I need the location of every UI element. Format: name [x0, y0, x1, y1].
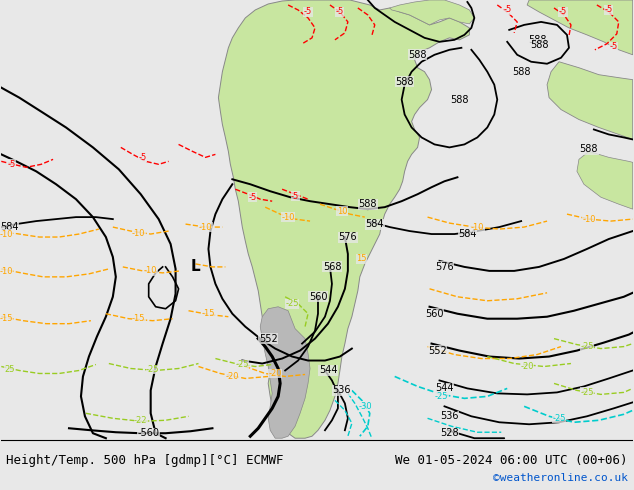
Text: -20: -20 — [268, 369, 282, 378]
Polygon shape — [577, 151, 633, 209]
Text: 584: 584 — [366, 219, 384, 229]
Text: -10: -10 — [281, 213, 295, 221]
Text: 588: 588 — [528, 35, 547, 45]
Text: -10: -10 — [198, 222, 212, 232]
Text: -5: -5 — [605, 5, 613, 15]
Text: -22: -22 — [134, 416, 148, 425]
Text: 568: 568 — [323, 262, 341, 272]
Text: 552: 552 — [259, 334, 278, 343]
Text: 588: 588 — [408, 50, 427, 60]
Text: -20: -20 — [521, 362, 534, 371]
Text: -25: -25 — [552, 414, 566, 423]
Text: -10: -10 — [470, 222, 484, 232]
Text: 544: 544 — [319, 366, 337, 375]
Text: 588: 588 — [530, 40, 548, 50]
Text: 15: 15 — [356, 254, 367, 264]
Text: We 01-05-2024 06:00 UTC (00+06): We 01-05-2024 06:00 UTC (00+06) — [395, 454, 628, 466]
Polygon shape — [547, 62, 633, 140]
Text: -560: -560 — [138, 428, 160, 438]
Text: 10: 10 — [337, 207, 347, 216]
Text: -5: -5 — [503, 5, 512, 15]
Text: -10: -10 — [582, 215, 595, 223]
Text: 588: 588 — [450, 95, 469, 104]
Text: -15: -15 — [0, 314, 13, 323]
Text: 552: 552 — [428, 345, 447, 356]
Text: -5: -5 — [248, 193, 256, 202]
Text: 560: 560 — [309, 292, 327, 302]
Text: -30: -30 — [359, 402, 373, 411]
Text: -5: -5 — [336, 7, 344, 17]
Text: 588: 588 — [579, 145, 598, 154]
Text: -5: -5 — [559, 7, 567, 17]
Text: 584: 584 — [458, 229, 477, 239]
Text: 560: 560 — [425, 309, 444, 318]
Text: -5: -5 — [304, 7, 312, 17]
Text: 576: 576 — [339, 232, 357, 242]
Text: 576: 576 — [435, 262, 454, 272]
Text: -5: -5 — [7, 160, 15, 169]
Text: -25: -25 — [285, 299, 299, 308]
Polygon shape — [527, 0, 633, 55]
Text: 588: 588 — [396, 76, 414, 87]
Text: 588: 588 — [512, 67, 531, 77]
Text: 536: 536 — [333, 386, 351, 395]
Text: 25: 25 — [4, 365, 15, 374]
Text: -25: -25 — [146, 365, 159, 374]
Text: -25: -25 — [435, 392, 448, 401]
Text: 536: 536 — [440, 411, 459, 421]
Polygon shape — [218, 0, 469, 438]
Text: L: L — [191, 259, 200, 274]
Text: Height/Temp. 500 hPa [gdmp][°C] ECMWF: Height/Temp. 500 hPa [gdmp][°C] ECMWF — [6, 454, 284, 466]
Text: 588: 588 — [359, 199, 377, 209]
Text: -25: -25 — [580, 388, 593, 397]
Text: -5: -5 — [139, 153, 147, 162]
Text: -5: -5 — [610, 42, 618, 51]
Polygon shape — [260, 307, 310, 438]
Text: -15: -15 — [132, 314, 145, 323]
Text: -10: -10 — [0, 229, 13, 239]
Text: -25: -25 — [236, 360, 249, 369]
Text: -10: -10 — [144, 267, 157, 275]
Text: ©weatheronline.co.uk: ©weatheronline.co.uk — [493, 473, 628, 483]
Text: 584: 584 — [0, 222, 18, 232]
Text: -10: -10 — [132, 228, 145, 238]
Text: -15: -15 — [202, 309, 215, 318]
Text: -20: -20 — [226, 372, 239, 381]
Text: -25: -25 — [580, 342, 593, 351]
Text: -5: -5 — [291, 192, 299, 201]
Polygon shape — [390, 0, 474, 25]
Text: 528: 528 — [440, 428, 459, 438]
Text: -10: -10 — [0, 268, 13, 276]
Text: 544: 544 — [435, 383, 454, 393]
